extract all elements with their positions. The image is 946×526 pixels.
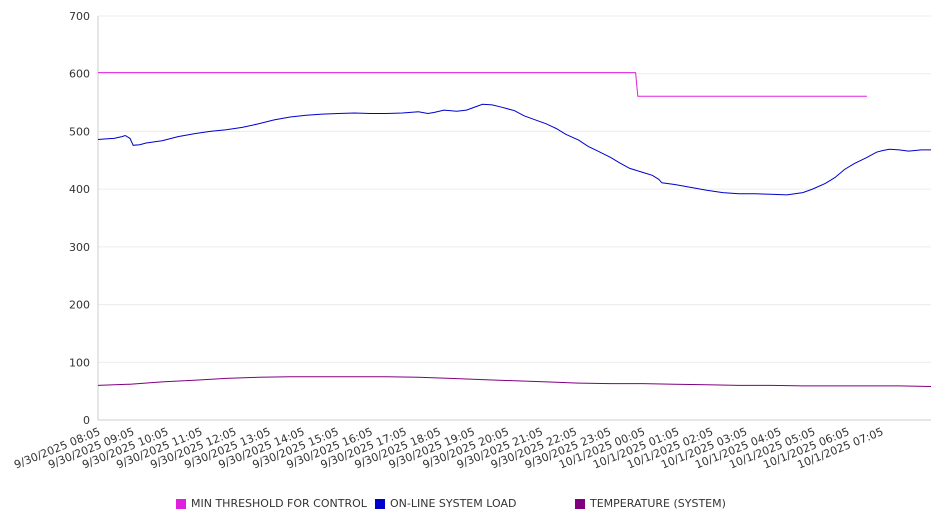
legend-label-online-load: ON-LINE SYSTEM LOAD (390, 497, 517, 510)
series-line-min-threshold (98, 72, 867, 97)
series-lines (97, 72, 932, 387)
y-tick-label: 300 (69, 241, 90, 254)
y-tick-label: 500 (69, 125, 90, 138)
series-line-online-load (97, 103, 931, 196)
legend-item-min-threshold[interactable]: MIN THRESHOLD FOR CONTROL (176, 497, 367, 510)
x-axis: 9/30/2025 08:059/30/2025 09:059/30/2025 … (12, 425, 885, 471)
y-tick-label: 700 (69, 10, 90, 23)
legend-swatch-min-threshold (176, 498, 186, 509)
legend-label-min-threshold: MIN THRESHOLD FOR CONTROL (191, 497, 367, 510)
y-tick-label: 400 (69, 183, 90, 196)
series-line-temperature (97, 376, 932, 387)
grid (98, 15, 931, 363)
legend-swatch-temperature (575, 498, 585, 509)
y-tick-label: 0 (83, 414, 90, 427)
legend-item-temperature[interactable]: TEMPERATURE (SYSTEM) (575, 497, 726, 510)
legend: MIN THRESHOLD FOR CONTROL ON-LINE SYSTEM… (0, 497, 946, 515)
y-tick-label: 100 (69, 356, 90, 369)
legend-label-temperature: TEMPERATURE (SYSTEM) (590, 497, 726, 510)
y-tick-label: 600 (69, 68, 90, 81)
y-axis: 0 100 200 300 400 500 600 700 (69, 10, 90, 427)
y-tick-label: 200 (69, 299, 90, 312)
legend-swatch-online-load (375, 498, 385, 509)
legend-item-online-load[interactable]: ON-LINE SYSTEM LOAD (375, 497, 516, 510)
